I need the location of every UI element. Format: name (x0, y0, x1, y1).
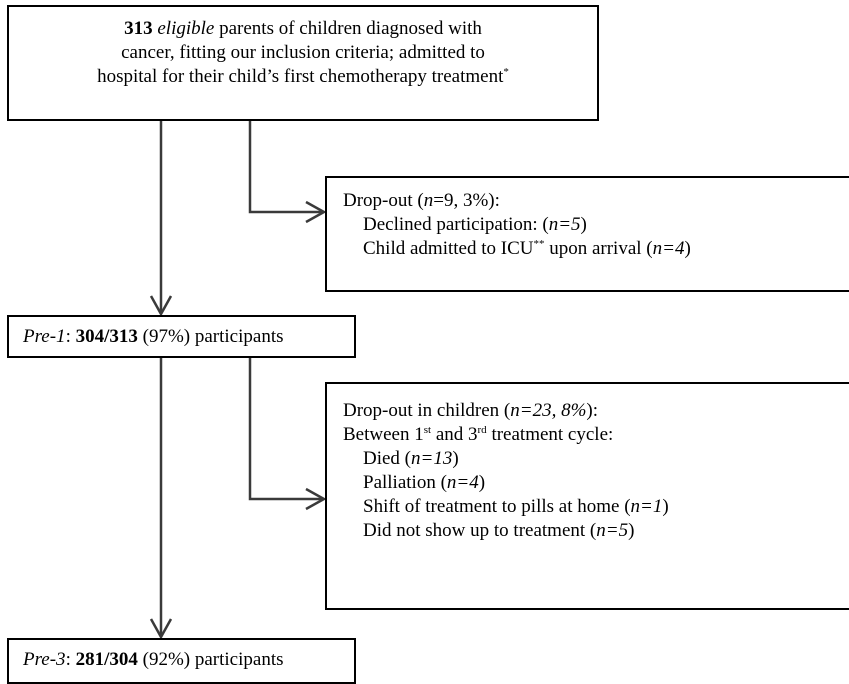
footnote-mark: * (503, 66, 509, 78)
text: cancer, fitting our inclusion criteria; … (121, 42, 485, 63)
text: (97%) participants (142, 326, 284, 347)
text: Drop-out ( (343, 190, 424, 211)
text: and 3 (435, 424, 478, 445)
text: n=13 (411, 448, 453, 469)
text: : (65, 649, 71, 670)
text: Died ( (363, 448, 412, 469)
line: Shift of treatment to pills at home (n=1… (343, 495, 849, 519)
text: : (65, 326, 71, 347)
text: Pre-3 (23, 649, 66, 670)
text: n (423, 190, 434, 211)
dropout-children-box: Drop-out in children (n=23, 8%): Between… (325, 382, 849, 610)
text: n=1 (630, 496, 663, 517)
text: n=4 (652, 238, 685, 259)
text: st (423, 424, 432, 436)
line: Died (n=13) (343, 447, 849, 471)
text: Palliation ( (363, 472, 447, 493)
line: Declined participation: (n=5) (343, 213, 849, 237)
text: Pre-1 (23, 326, 66, 347)
text: ) (452, 448, 459, 469)
text: Between 1 (343, 424, 424, 445)
text: (92%) participants (142, 649, 284, 670)
text: ) (684, 238, 691, 259)
text: ) (628, 520, 635, 541)
line: Palliation (n=4) (343, 471, 849, 495)
count: 281/304 (75, 649, 138, 670)
text: Shift of treatment to pills at home ( (363, 496, 631, 517)
text: eligible (157, 18, 215, 39)
line: Child admitted to ICU** upon arrival (n=… (343, 237, 849, 261)
text: n=23, 8% (510, 400, 587, 421)
text: n=5 (596, 520, 629, 541)
text: parents of children diagnosed with (219, 18, 482, 39)
text: Did not show up to treatment ( (363, 520, 597, 541)
footnote-mark: ** (533, 238, 545, 250)
text: Drop-out in children ( (343, 400, 511, 421)
arrow-head (305, 487, 327, 511)
line: Drop-out (n=9, 3%): (343, 189, 849, 213)
text: upon arrival ( (549, 238, 653, 259)
text: ) (580, 214, 587, 235)
text: n=4 (446, 472, 479, 493)
text: ): (586, 400, 599, 421)
text: =9, 3%): (433, 190, 500, 211)
text: ) (478, 472, 486, 493)
count: 313 (124, 18, 153, 39)
text: rd (477, 424, 487, 436)
text: Declined participation: ( (363, 214, 549, 235)
text: ) (662, 496, 669, 517)
eligible-box: 313 eligible parents of children diagnos… (7, 5, 599, 121)
arrow-line (248, 120, 322, 214)
pre1-box: Pre-1: 304/313 (97%) participants (7, 315, 356, 358)
arrow-line (248, 357, 322, 501)
text: Child admitted to ICU (363, 238, 534, 259)
count: 304/313 (75, 326, 138, 347)
dropout-box: Drop-out (n=9, 3%): Declined participati… (325, 176, 849, 292)
text: n=5 (548, 214, 581, 235)
text: hospital for their child’s first chemoth… (97, 66, 504, 87)
arrow-head (149, 295, 173, 317)
text: treatment cycle: (491, 424, 614, 445)
line: Between 1st and 3rd treatment cycle: (343, 423, 849, 447)
pre3-box: Pre-3: 281/304 (92%) participants (7, 638, 356, 684)
line: Drop-out in children (n=23, 8%): (343, 399, 849, 423)
arrow-head (149, 618, 173, 640)
line: Did not show up to treatment (n=5) (343, 519, 849, 543)
arrow-head (305, 200, 327, 224)
